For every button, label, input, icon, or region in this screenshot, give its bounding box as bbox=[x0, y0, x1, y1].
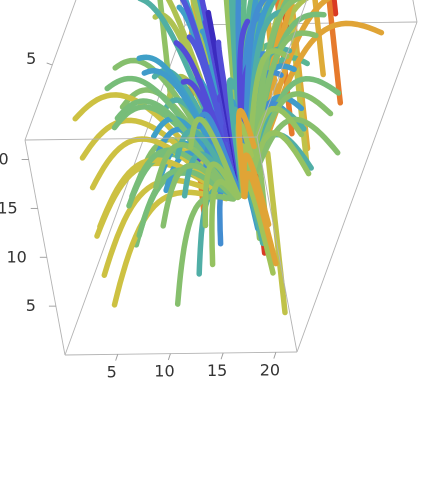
x-tick-label: 15 bbox=[207, 361, 227, 380]
streamline bbox=[286, 1, 310, 167]
box-edge bbox=[256, 0, 308, 138]
axis-tick-labels: 510152051015205101520 bbox=[0, 49, 280, 381]
x-axis-tick bbox=[167, 353, 171, 361]
box-edge bbox=[184, 21, 418, 26]
streamline bbox=[180, 0, 242, 188]
streamline bbox=[174, 193, 239, 307]
streamline bbox=[153, 141, 239, 200]
box-edge bbox=[296, 21, 418, 353]
streamline bbox=[264, 150, 288, 316]
box-edge bbox=[24, 0, 77, 141]
x-axis-tick bbox=[273, 352, 277, 359]
box-edge bbox=[24, 139, 66, 356]
x-axis-tick bbox=[115, 354, 119, 361]
streamline bbox=[188, 116, 242, 200]
y-axis-tick bbox=[46, 62, 53, 66]
x-tick-label: 10 bbox=[154, 362, 174, 381]
axis-ticks bbox=[21, 62, 277, 361]
box-edge bbox=[256, 136, 298, 353]
streamline bbox=[196, 111, 242, 195]
streamline bbox=[326, 0, 344, 106]
streamline bbox=[190, 0, 201, 49]
streamline bbox=[245, 116, 341, 188]
x-tick-label: 20 bbox=[260, 360, 280, 379]
bounding-box-front-edges bbox=[24, 0, 418, 356]
streamlines bbox=[72, 0, 385, 316]
box-edge bbox=[64, 351, 298, 356]
z-tick-label: 15 bbox=[0, 198, 18, 217]
box-edge bbox=[412, 0, 418, 23]
streamline bbox=[236, 107, 257, 200]
z-tick-label: 20 bbox=[0, 150, 9, 169]
streamline bbox=[312, 0, 326, 78]
x-axis-tick bbox=[220, 352, 224, 360]
z-tick-label: 10 bbox=[6, 247, 26, 266]
box-edge bbox=[24, 136, 258, 141]
x-tick-label: 5 bbox=[107, 362, 117, 381]
y-tick-label: 5 bbox=[26, 49, 36, 68]
z-tick-label: 5 bbox=[26, 296, 36, 315]
